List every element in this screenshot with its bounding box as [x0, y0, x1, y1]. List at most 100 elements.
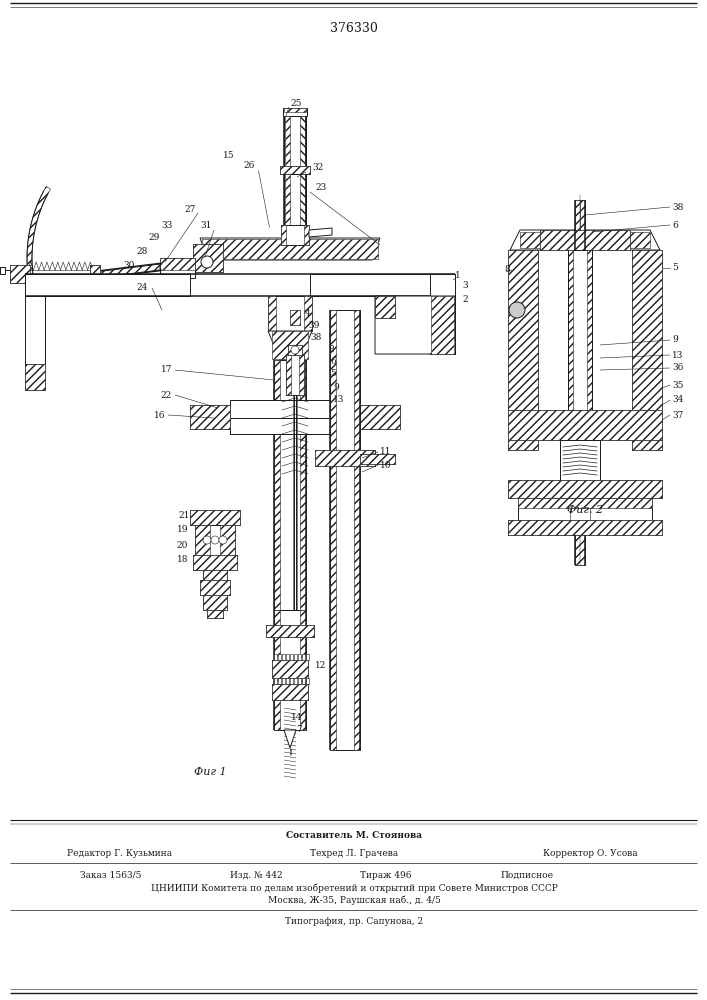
Text: 14: 14: [291, 714, 302, 722]
Bar: [540, 230, 630, 250]
Text: Фиг. 2: Фиг. 2: [567, 505, 603, 515]
Bar: [286, 355, 304, 395]
Bar: [540, 230, 630, 250]
Text: 13: 13: [333, 395, 344, 404]
Text: 39: 39: [308, 320, 320, 330]
Bar: [560, 440, 600, 480]
Polygon shape: [95, 264, 160, 278]
Text: Фиг 1: Фиг 1: [194, 767, 226, 777]
Text: 8: 8: [504, 265, 510, 274]
Text: 26: 26: [244, 160, 255, 169]
Polygon shape: [25, 364, 45, 390]
Bar: [290, 654, 293, 660]
Bar: [570, 508, 590, 520]
Bar: [272, 684, 308, 700]
Bar: [375, 296, 395, 318]
Bar: [281, 225, 286, 245]
Bar: [195, 525, 235, 555]
Bar: [430, 274, 455, 354]
Bar: [284, 108, 306, 112]
Bar: [190, 510, 240, 525]
Bar: [302, 654, 305, 660]
Bar: [274, 360, 280, 610]
Text: 27: 27: [185, 206, 196, 215]
Bar: [518, 498, 652, 520]
Bar: [350, 405, 400, 429]
Text: 10: 10: [380, 460, 392, 470]
Text: 15: 15: [223, 150, 235, 159]
Text: 28: 28: [136, 247, 148, 256]
Text: Подписное: Подписное: [500, 870, 553, 880]
Text: 38: 38: [672, 202, 684, 212]
Bar: [274, 610, 280, 730]
Bar: [190, 405, 230, 429]
Bar: [25, 364, 45, 390]
Bar: [274, 678, 277, 684]
Text: 19: 19: [177, 526, 188, 534]
Bar: [25, 274, 190, 296]
Bar: [90, 265, 100, 283]
Bar: [202, 239, 378, 259]
Text: 32: 32: [312, 163, 323, 172]
Bar: [274, 654, 277, 660]
Bar: [274, 610, 306, 730]
Polygon shape: [309, 228, 332, 237]
Bar: [285, 174, 290, 259]
Bar: [266, 625, 314, 637]
Text: 25: 25: [290, 99, 301, 107]
Bar: [508, 480, 662, 498]
Bar: [508, 410, 662, 440]
Bar: [300, 610, 306, 730]
Text: 3: 3: [462, 280, 467, 290]
Bar: [283, 108, 307, 116]
Bar: [375, 296, 395, 318]
Bar: [568, 250, 592, 410]
Bar: [272, 331, 308, 359]
Polygon shape: [375, 296, 455, 354]
Bar: [207, 610, 223, 618]
Bar: [203, 570, 227, 580]
Bar: [290, 310, 300, 325]
Bar: [518, 498, 652, 508]
Bar: [508, 480, 662, 498]
Text: 17: 17: [160, 365, 172, 374]
Bar: [200, 580, 230, 595]
Bar: [193, 244, 223, 272]
Text: 30: 30: [124, 261, 135, 270]
Text: 12: 12: [315, 660, 327, 670]
Bar: [290, 310, 300, 325]
Bar: [203, 595, 227, 610]
Text: Москва, Ж-35, Раушская наб., д. 4/5: Москва, Ж-35, Раушская наб., д. 4/5: [267, 895, 440, 905]
Text: 35: 35: [672, 380, 684, 389]
Bar: [508, 250, 538, 450]
Bar: [220, 525, 235, 555]
Bar: [286, 355, 291, 395]
Bar: [306, 654, 309, 660]
Bar: [203, 595, 227, 610]
Text: 21: 21: [179, 510, 190, 520]
Text: 31: 31: [201, 221, 212, 230]
Bar: [25, 274, 190, 296]
Polygon shape: [200, 238, 380, 260]
Bar: [304, 225, 309, 245]
Bar: [203, 570, 227, 580]
Bar: [306, 678, 309, 684]
Text: 8: 8: [328, 346, 334, 355]
Circle shape: [203, 536, 211, 544]
Bar: [230, 400, 350, 418]
Circle shape: [291, 346, 299, 354]
Bar: [575, 535, 585, 565]
Bar: [281, 225, 309, 245]
Bar: [10, 265, 30, 283]
Bar: [268, 296, 312, 331]
Bar: [190, 510, 240, 525]
Circle shape: [509, 302, 525, 318]
Bar: [310, 274, 455, 296]
Text: 1: 1: [455, 270, 461, 279]
Text: 16: 16: [153, 410, 165, 420]
Bar: [330, 310, 360, 750]
Polygon shape: [510, 230, 660, 250]
Bar: [195, 525, 210, 555]
Bar: [193, 555, 237, 570]
Bar: [282, 678, 285, 684]
